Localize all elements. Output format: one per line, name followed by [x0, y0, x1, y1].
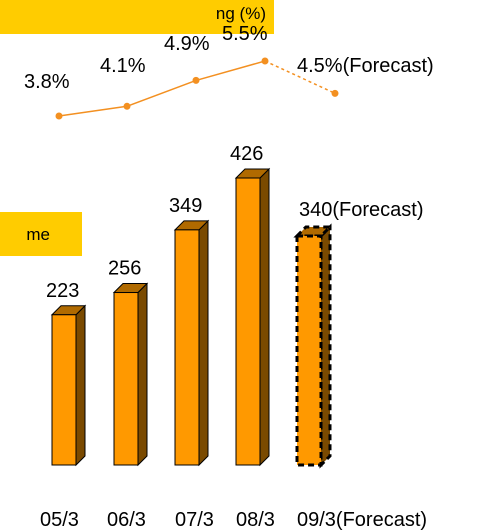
bar-5 [293, 223, 334, 469]
x-axis-ticks: 05/3 06/3 07/3 08/3 09/3(Forecast) [40, 509, 427, 531]
bar-2 [112, 282, 149, 467]
bar-label-3: 349 [169, 195, 202, 217]
line-segment-2 [126, 79, 197, 107]
line-label-4: 5.5% [222, 23, 268, 45]
bar-label-1: 223 [46, 280, 79, 302]
bar-label-5: 340(Forecast) [299, 199, 424, 221]
line-label-2: 4.1% [100, 55, 146, 77]
line-point-1 [55, 112, 63, 120]
line-point-2 [123, 102, 131, 110]
x-tick-2: 06/3 [107, 509, 146, 531]
legend-label-top: ng (%) [0, 0, 274, 34]
line-point-5 [331, 89, 339, 97]
bar-series: 223 256 349 426 340(Forecast) [46, 143, 424, 469]
x-tick-5: 09/3(Forecast) [297, 509, 427, 531]
legend-label-bottom: me [0, 212, 82, 256]
line-segment-3 [195, 60, 266, 82]
line-label-1: 3.8% [24, 71, 70, 93]
x-tick-3: 07/3 [175, 509, 214, 531]
bar-3 [173, 219, 210, 467]
line-label-3: 4.9% [164, 33, 210, 55]
line-point-3 [192, 76, 200, 84]
line-segment-1 [58, 105, 128, 117]
bar-1 [50, 304, 87, 467]
line-series: 3.8% 4.1% 4.9% 5.5% 4.5%(Forecast) [24, 23, 434, 120]
line-point-4 [261, 57, 269, 65]
line-segment-4 [264, 60, 336, 95]
bar-4 [234, 167, 271, 467]
line-label-5: 4.5%(Forecast) [297, 55, 434, 77]
x-tick-1: 05/3 [40, 509, 79, 531]
x-tick-4: 08/3 [236, 509, 275, 531]
bar-label-4: 426 [230, 143, 263, 165]
bar-label-2: 256 [108, 258, 141, 280]
